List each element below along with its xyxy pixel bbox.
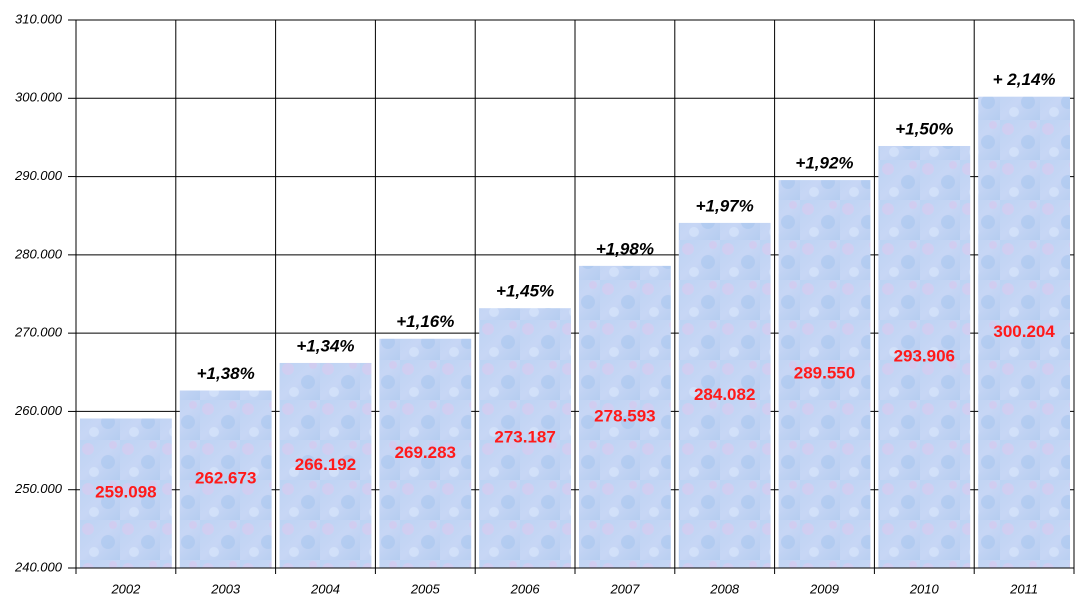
annotation: + 2,14%	[993, 70, 1056, 89]
value-label: 289.550	[794, 364, 855, 383]
x-tick-label: 2007	[609, 581, 640, 596]
value-label: 273.187	[494, 428, 555, 447]
y-tick-label: 270.000	[14, 325, 63, 340]
y-tick-label: 240.000	[14, 559, 63, 574]
annotation: +1,38%	[197, 364, 255, 383]
y-tick-label: 290.000	[14, 168, 63, 183]
value-label: 300.204	[993, 322, 1055, 341]
value-label: 278.593	[594, 406, 655, 425]
bar	[578, 265, 671, 568]
value-label: 293.906	[894, 346, 955, 365]
bar	[179, 390, 272, 568]
value-label: 266.192	[295, 455, 356, 474]
value-label: 284.082	[694, 385, 755, 404]
bar	[778, 180, 871, 568]
x-tick-label: 2003	[210, 581, 241, 596]
annotation: +1,50%	[895, 119, 953, 138]
bar	[978, 96, 1071, 568]
x-tick-label: 2004	[310, 581, 340, 596]
x-tick-label: 2009	[809, 581, 839, 596]
y-tick-label: 280.000	[14, 246, 63, 261]
y-tick-label: 300.000	[15, 90, 63, 105]
x-tick-label: 2005	[410, 581, 441, 596]
x-tick-label: 2008	[709, 581, 740, 596]
x-tick-label: 2006	[510, 581, 541, 596]
bar	[678, 222, 771, 568]
x-tick-label: 2011	[1009, 581, 1038, 596]
annotation: +1,97%	[696, 196, 754, 215]
y-tick-label: 250.000	[14, 481, 63, 496]
annotation: +1,34%	[296, 336, 354, 355]
bar	[379, 338, 472, 568]
value-label: 262.673	[195, 469, 256, 488]
annotation: +1,92%	[795, 154, 853, 173]
x-tick-label: 2002	[110, 581, 141, 596]
annotation: +1,98%	[596, 239, 654, 258]
annotation: +1,45%	[496, 282, 554, 301]
y-tick-label: 310.000	[15, 11, 63, 26]
bar	[878, 145, 971, 568]
value-label: 259.098	[95, 483, 156, 502]
value-label: 269.283	[395, 443, 456, 462]
bar	[79, 418, 172, 568]
y-tick-label: 260.000	[14, 403, 63, 418]
annotation: +1,16%	[396, 312, 454, 331]
bar	[479, 308, 572, 568]
bar	[279, 362, 372, 568]
x-tick-label: 2010	[909, 581, 940, 596]
